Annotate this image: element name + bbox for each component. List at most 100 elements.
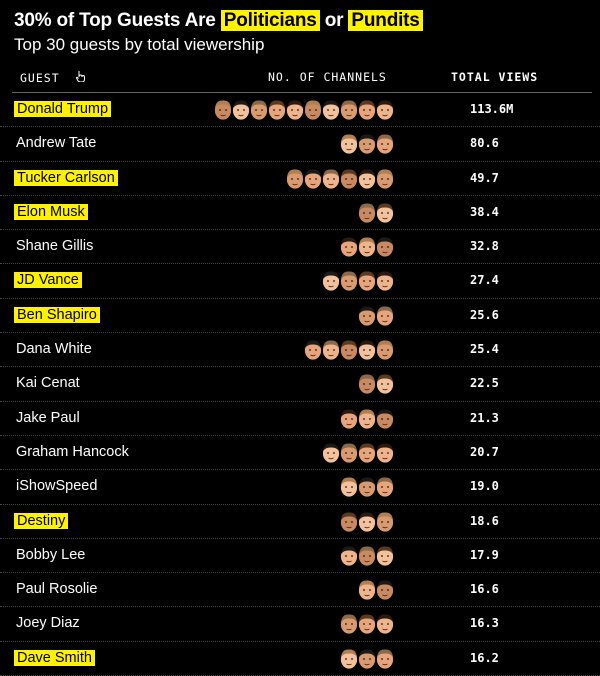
- chart-subtitle: Top 30 guests by total viewership: [14, 35, 265, 54]
- total-views: 17.9: [470, 547, 499, 562]
- title-prefix: 30% of Top Guests Are: [14, 10, 216, 31]
- total-views: 18.6: [470, 513, 499, 528]
- pointer-hand-icon[interactable]: [75, 70, 85, 85]
- total-views: 22.5: [470, 376, 499, 391]
- host-face-icon: [284, 167, 306, 190]
- channel-faces: [340, 407, 396, 431]
- channel-faces: [340, 235, 396, 259]
- host-face-icon: [338, 269, 360, 292]
- host-face-icon: [374, 475, 396, 498]
- host-face-icon: [320, 98, 342, 121]
- guest-name: Ben Shapiro: [14, 306, 100, 323]
- chart-title: 30% of Top Guests Are Politicians or Pun…: [14, 10, 423, 32]
- column-header-guest[interactable]: GUEST: [20, 70, 85, 85]
- host-face-icon: [320, 167, 342, 190]
- column-header-channels: NO. OF CHANNELS: [268, 70, 387, 84]
- host-face-icon: [374, 441, 396, 464]
- channel-faces: [340, 612, 396, 636]
- host-face-icon: [248, 98, 270, 121]
- host-face-icon: [356, 544, 378, 567]
- guest-name: Donald Trump: [14, 101, 112, 117]
- guest-name: Dana White: [16, 341, 92, 358]
- column-header-guest-label: GUEST: [20, 71, 60, 85]
- guest-name: Dave Smith: [14, 649, 95, 666]
- host-face-icon: [356, 269, 378, 292]
- host-face-icon: [338, 407, 360, 430]
- host-face-icon: [338, 612, 360, 635]
- guest-name: Jake Paul: [16, 409, 80, 426]
- host-face-icon: [320, 441, 342, 464]
- host-face-icon: [374, 132, 396, 155]
- channel-faces: [358, 201, 396, 225]
- total-views: 16.6: [470, 582, 499, 597]
- host-face-icon: [302, 98, 324, 121]
- table-row: Paul Rosolie 16.6: [0, 573, 600, 608]
- channel-faces: [214, 98, 396, 122]
- table-row: Shane Gillis 32.8: [0, 230, 600, 265]
- table-row: iShowSpeed 19.0: [0, 470, 600, 505]
- total-views: 32.8: [470, 239, 499, 254]
- host-face-icon: [374, 167, 396, 190]
- total-views: 19.0: [470, 479, 499, 494]
- host-face-icon: [356, 338, 378, 361]
- title-highlight-pundits: Pundits: [348, 10, 423, 31]
- channel-faces: [322, 269, 396, 293]
- host-face-icon: [356, 407, 378, 430]
- channel-faces: [358, 372, 396, 396]
- host-face-icon: [338, 235, 360, 258]
- host-face-icon: [374, 544, 396, 567]
- guest-name: Shane Gillis: [16, 238, 94, 255]
- guest-name: Tucker Carlson: [14, 169, 118, 186]
- host-face-icon: [356, 372, 378, 395]
- total-views: 38.4: [470, 204, 499, 219]
- table-row: Ben Shapiro 25.6: [0, 299, 600, 334]
- host-face-icon: [356, 647, 378, 670]
- guest-name: JD Vance: [14, 272, 82, 289]
- title-highlight-politicians: Politicians: [220, 10, 320, 31]
- host-face-icon: [356, 167, 378, 190]
- channel-faces: [286, 167, 396, 191]
- host-face-icon: [356, 441, 378, 464]
- total-views: 20.7: [470, 444, 499, 459]
- host-face-icon: [338, 441, 360, 464]
- host-face-icon: [374, 612, 396, 635]
- total-views: 113.6M: [470, 102, 514, 116]
- host-face-icon: [374, 269, 396, 292]
- host-face-icon: [374, 372, 396, 395]
- host-face-icon: [356, 510, 378, 533]
- guest-name: Bobby Lee: [16, 546, 86, 563]
- host-face-icon: [374, 407, 396, 430]
- host-face-icon: [212, 98, 234, 121]
- total-views: 16.3: [470, 616, 499, 631]
- table-row: Dana White 25.4: [0, 333, 600, 368]
- table-row: Andrew Tate 80.6: [0, 127, 600, 162]
- table-row: Kai Cenat 22.5: [0, 367, 600, 402]
- host-face-icon: [338, 544, 360, 567]
- table-row: Tucker Carlson 49.7: [0, 162, 600, 196]
- total-views: 49.7: [470, 170, 499, 185]
- table-row: Joey Diaz 16.3: [0, 607, 600, 642]
- guest-name: iShowSpeed: [16, 478, 98, 495]
- host-face-icon: [338, 647, 360, 670]
- host-face-icon: [356, 578, 378, 601]
- host-face-icon: [356, 304, 378, 327]
- table-row: Graham Hancock 20.7: [0, 436, 600, 471]
- channel-faces: [358, 578, 396, 602]
- host-face-icon: [374, 201, 396, 224]
- host-face-icon: [320, 338, 342, 361]
- guest-name: Elon Musk: [14, 203, 88, 220]
- channel-faces: [340, 132, 396, 156]
- total-views: 25.6: [470, 307, 499, 322]
- host-face-icon: [356, 98, 378, 121]
- host-face-icon: [338, 510, 360, 533]
- channel-faces: [358, 304, 396, 328]
- guest-name: Paul Rosolie: [16, 581, 98, 598]
- host-face-icon: [356, 201, 378, 224]
- title-or: or: [324, 10, 344, 31]
- total-views: 27.4: [470, 273, 499, 288]
- channel-faces: [340, 544, 396, 568]
- guest-name: Joey Diaz: [16, 615, 80, 632]
- host-face-icon: [320, 269, 342, 292]
- host-face-icon: [302, 167, 324, 190]
